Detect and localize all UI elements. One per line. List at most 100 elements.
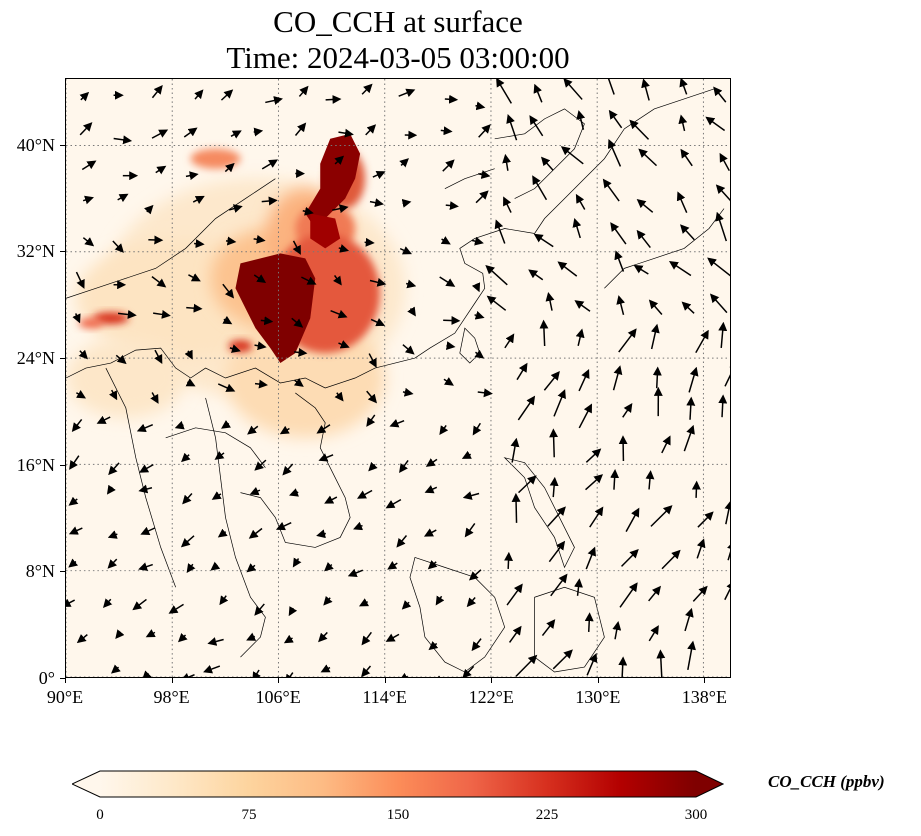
wind-arrow [401,198,412,208]
wind-arrow [584,612,594,632]
wind-arrow [292,557,302,568]
colorbar-tick-label: 0 [96,807,104,823]
lon-tick-mark [704,678,706,683]
lat-tick-label: 24°N [16,348,55,368]
wind-arrow [439,276,456,287]
wind-arrow [464,522,476,538]
wind-arrow [445,201,459,211]
wind-arrow [293,378,304,387]
wind-arrow [282,463,294,476]
wind-arrow [398,672,409,677]
wind-arrow [117,193,129,203]
wind-arrow [713,86,727,103]
wind-arrow [435,595,445,606]
wind-arrow [516,362,528,381]
wind-arrow [618,656,628,677]
wind-arrow [405,279,417,289]
wind-arrow [369,198,384,208]
wind-arrow [324,562,334,572]
lat-tick-label: 32°N [16,241,55,262]
wind-arrow [181,452,191,463]
wind-arrow [661,549,681,570]
wind-arrow [715,211,728,242]
wind-arrow [115,354,127,365]
wind-vectors [66,79,730,677]
wind-arrow [549,428,559,458]
wind-arrow [192,195,205,205]
wind-arrow [207,637,224,646]
wind-arrow [217,528,228,538]
colorbar-label: CO_CCH (ppbv) [768,772,885,791]
coastlines [66,88,725,673]
wind-arrow [541,619,556,636]
wind-arrow [283,634,294,644]
wind-arrow [641,79,650,101]
wind-arrow [332,275,342,286]
wind-arrow [370,318,386,327]
colorbar [72,770,724,798]
wind-arrow [719,152,730,172]
wind-arrow [539,319,549,347]
wind-arrow [253,234,266,244]
wind-arrow [82,195,94,205]
wind-arrow [150,392,159,404]
wind-arrow [229,344,241,353]
wind-arrow [709,293,728,314]
wind-arrow [427,560,438,570]
wind-arrow [194,89,204,100]
wind-arrow [560,146,584,165]
wind-arrow [151,276,167,288]
wind-arrow [184,349,193,360]
wind-arrow [589,506,604,528]
wind-arrow [265,96,283,105]
wind-arrow [550,573,568,597]
wind-arrow [108,462,120,476]
wind-arrow [461,450,472,459]
wind-arrow [96,415,111,424]
wind-arrow [578,403,593,429]
wind-arrow [81,160,97,171]
wind-arrow [180,535,195,548]
wind-arrow [688,366,699,393]
wind-arrow [585,546,596,570]
wind-arrow [217,383,236,392]
wind-arrow [228,204,243,213]
wind-arrow [76,633,88,644]
wind-arrow [68,526,83,535]
wind-arrow [275,521,292,531]
wind-arrow [316,529,326,539]
wind-arrow [614,250,625,272]
wind-arrow [325,94,342,104]
wind-arrow [318,631,328,643]
wind-arrow [650,505,673,527]
wind-arrow [253,127,264,137]
wind-arrow [696,538,706,559]
wind-arrow [443,377,454,386]
wind-arrow [707,257,730,277]
wind-arrow [203,664,221,674]
wind-arrow [117,310,137,319]
wind-arrow [724,500,730,525]
wind-arrow [253,274,267,284]
wind-arrow [330,309,348,319]
wind-arrow [225,236,237,246]
wind-arrow [138,562,153,571]
wind-arrow [72,313,81,324]
wind-arrow [518,475,537,494]
wind-arrow [683,424,695,452]
wind-arrow [508,625,522,643]
wind-arrow [533,83,543,103]
wind-arrow [368,353,377,368]
wind-arrow [424,485,438,494]
wind-arrow [468,569,482,581]
wind-arrow [443,316,461,326]
wind-arrow [385,633,400,642]
colorbar-gradient [72,770,724,798]
title-line-2: Time: 2024-03-05 03:00:00 [226,40,570,75]
wind-arrow [503,196,512,213]
concentration-field [66,133,405,438]
wind-arrow [718,394,728,418]
wind-arrow [656,649,666,677]
wind-arrow [247,425,259,435]
wind-arrow [294,122,307,136]
